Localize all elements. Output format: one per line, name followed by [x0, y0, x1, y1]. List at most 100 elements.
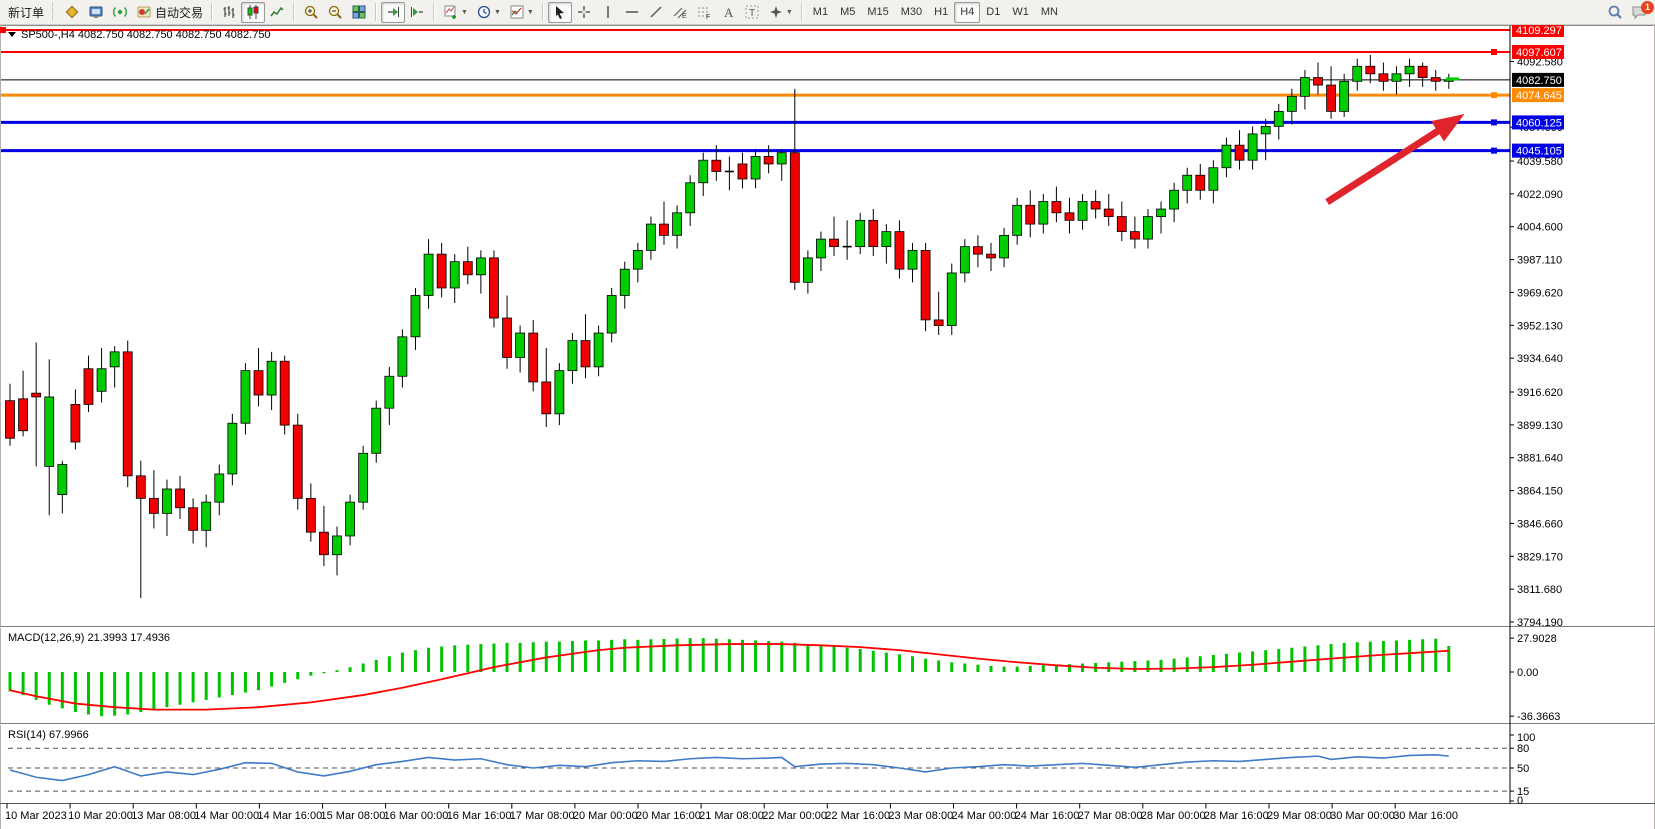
candle-body	[332, 535, 342, 556]
candle-body	[31, 392, 42, 398]
line-endpoint-marker[interactable]	[1491, 147, 1497, 154]
text-label-button[interactable]: T	[740, 2, 764, 23]
candle-body	[1286, 95, 1297, 112]
line-endpoint-marker[interactable]	[0, 27, 6, 34]
rsi-tick-label: 100	[1517, 732, 1535, 744]
time-axis-label: 10 Mar 2023	[5, 810, 67, 822]
candle-body	[57, 464, 68, 496]
candle-body	[672, 212, 682, 236]
tile-windows-button[interactable]	[347, 2, 371, 23]
chart-shift-button[interactable]	[405, 2, 429, 23]
timeframe-button-h4[interactable]: H4	[954, 1, 981, 23]
line-endpoint-marker[interactable]	[1491, 92, 1497, 99]
fibonacci-button[interactable]: F	[692, 2, 716, 23]
time-axis-label: 20 Mar 00:00	[573, 810, 638, 822]
search-icon	[1607, 4, 1623, 20]
bar-chart-icon	[221, 4, 237, 20]
price-badge-label: 4109.297	[1516, 25, 1562, 37]
candle-body	[907, 249, 918, 270]
candle-body	[122, 351, 133, 477]
candle-body	[789, 152, 800, 283]
periods-button[interactable]: ▼	[472, 2, 505, 23]
crosshair-button[interactable]	[572, 2, 596, 23]
candle-body	[554, 370, 565, 415]
time-axis-label: 29 Mar 08:00	[1267, 810, 1332, 822]
candle-body	[541, 381, 552, 415]
text-button[interactable]: A	[716, 2, 740, 23]
timeframe-button-h1[interactable]: H1	[934, 6, 949, 18]
timeframe-button-m30[interactable]: M30	[900, 6, 923, 18]
candle-body	[5, 400, 15, 439]
bar-chart-button[interactable]	[217, 2, 241, 23]
chart-background[interactable]	[0, 25, 1655, 829]
candle-body	[528, 332, 539, 383]
candle-body	[1038, 201, 1049, 225]
chart-shift-icon	[409, 4, 425, 20]
time-axis-label: 17 Mar 08:00	[510, 810, 575, 822]
time-axis-label: 30 Mar 16:00	[1393, 810, 1458, 822]
line-endpoint-marker[interactable]	[1491, 119, 1497, 126]
candle-body	[894, 231, 905, 270]
candlestick-chart-icon	[245, 4, 261, 20]
timeframe-button-mn[interactable]: MN	[1040, 6, 1058, 18]
candle-body	[1221, 144, 1232, 169]
chart-collapse-icon[interactable]	[8, 32, 16, 37]
time-axis-label: 13 Mar 08:00	[131, 810, 196, 822]
new-chart-button[interactable]	[60, 2, 84, 23]
crosshair-icon	[576, 4, 592, 20]
profiles-button[interactable]	[84, 2, 108, 23]
cursor-button[interactable]	[547, 1, 572, 23]
chat-button[interactable]: 1	[1627, 0, 1654, 23]
zoom-in-button[interactable]	[299, 2, 323, 23]
tile-windows-icon	[351, 4, 367, 20]
time-axis-label: 16 Mar 16:00	[447, 810, 512, 822]
candle-body	[253, 370, 264, 396]
candle-body	[148, 497, 159, 514]
candle-body	[646, 223, 656, 251]
toolbar-separator	[541, 3, 544, 21]
vertical-line-button[interactable]	[596, 2, 620, 23]
arrows-button[interactable]: ▼	[764, 2, 797, 23]
price-tick-label: 4039.580	[1517, 156, 1563, 168]
svg-text:A: A	[724, 5, 734, 20]
timeframe-button-d1[interactable]: D1	[986, 6, 1001, 18]
equidistant-channel-button[interactable]: E	[668, 2, 692, 23]
auto-trading-button-label: 自动交易	[155, 5, 204, 20]
line-chart-button[interactable]	[265, 2, 289, 23]
price-tick-label: 3881.640	[1517, 453, 1563, 465]
price-tick-label: 4004.600	[1517, 222, 1563, 234]
auto-scroll-button[interactable]	[381, 1, 406, 23]
line-endpoint-marker[interactable]	[1491, 48, 1497, 55]
candle-body	[1234, 144, 1245, 161]
auto-scroll-icon	[385, 4, 401, 20]
horizontal-line-button[interactable]	[620, 2, 644, 23]
candle-body	[135, 475, 146, 499]
timeframe-button-m1[interactable]: M1	[812, 6, 829, 18]
search-button[interactable]	[1603, 2, 1627, 23]
timeframe-button-m15[interactable]: M15	[867, 6, 889, 18]
candle-body	[240, 370, 251, 424]
signals-button[interactable]	[108, 2, 132, 23]
candle-body	[162, 488, 172, 514]
candle-body	[319, 531, 329, 556]
trend-arrow-line[interactable]	[1325, 125, 1445, 206]
indicators-icon	[443, 4, 459, 20]
timeframe-button-m5[interactable]: M5	[840, 6, 856, 18]
timeframe-button-w1[interactable]: W1	[1012, 6, 1029, 18]
indicators-button[interactable]: ▼	[439, 2, 472, 23]
price-tick-label: 3829.170	[1517, 551, 1563, 563]
toolbar-grip[interactable]	[52, 3, 56, 21]
candlestick-chart-button[interactable]	[241, 1, 266, 23]
templates-button[interactable]: ▼	[505, 2, 538, 23]
trend-arrow-head[interactable]	[1431, 113, 1465, 142]
candle-body	[685, 182, 696, 214]
macd-signal-line	[9, 643, 1449, 711]
candle-body	[489, 257, 499, 319]
new-order-button[interactable]: 新订单	[4, 2, 48, 23]
trendline-button[interactable]	[644, 2, 668, 23]
candle-body	[802, 257, 813, 283]
auto-trading-button[interactable]: 自动交易	[132, 2, 207, 23]
candle-body	[44, 396, 55, 467]
zoom-out-button[interactable]	[323, 2, 347, 23]
